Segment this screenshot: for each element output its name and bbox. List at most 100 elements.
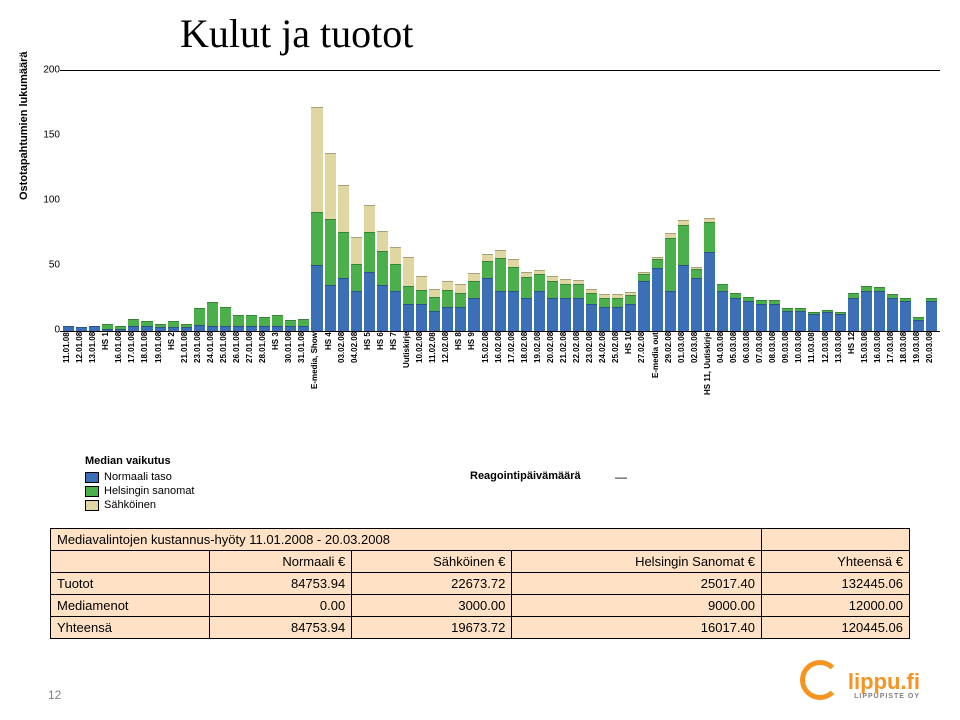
bar — [181, 71, 192, 331]
bar — [495, 71, 506, 331]
table-row: Yhteensä84753.9419673.7216017.40120445.0… — [51, 617, 910, 639]
bar-segment-normaali — [704, 252, 715, 331]
bar-segment-normaali — [495, 291, 506, 331]
legend-item: Normaali taso — [85, 471, 195, 483]
bar-segment-normaali — [482, 278, 493, 331]
table-cell: 25017.40 — [512, 573, 762, 595]
x-tick-label: 20.02.08 — [547, 332, 558, 452]
bar-segment-normaali — [756, 304, 767, 331]
x-tick-label: 15.02.08 — [482, 332, 493, 452]
legend-item: Sähköinen — [85, 499, 195, 511]
bar — [455, 71, 466, 331]
y-ticks: 050100150200 — [36, 70, 60, 330]
bar — [730, 71, 741, 331]
x-tick-label: 03.02.08 — [338, 332, 349, 452]
bar-segment-normaali — [678, 265, 689, 331]
bar-segment-normaali — [455, 307, 466, 331]
bar-segment-helsingin — [246, 315, 257, 326]
bar-segment-helsingin — [678, 225, 689, 265]
x-tick-label: 11.02.08 — [429, 332, 440, 452]
x-tick-label: 24.01.08 — [207, 332, 218, 452]
table-cell: 132445.06 — [762, 573, 910, 595]
x-tick-label: 24.02.08 — [599, 332, 610, 452]
bar-segment-normaali — [861, 291, 872, 331]
bar-segment-sahkoinen — [338, 185, 349, 232]
x-tick-label: 16.01.08 — [115, 332, 126, 452]
bar — [416, 71, 427, 331]
bar — [482, 71, 493, 331]
bar-segment-normaali — [115, 329, 126, 331]
bar-segment-helsingin — [194, 308, 205, 325]
bar-segment-normaali — [468, 298, 479, 332]
bar — [63, 71, 74, 331]
bar — [351, 71, 362, 331]
legend-swatch — [85, 472, 99, 483]
bar-segment-normaali — [311, 265, 322, 331]
bar — [311, 71, 322, 331]
y-tick: 100 — [43, 195, 60, 206]
bar-segment-normaali — [364, 272, 375, 332]
bar — [76, 71, 87, 331]
x-tick-label: 15.03.08 — [861, 332, 872, 452]
x-tick-label: HS 5 — [364, 332, 375, 452]
bar — [364, 71, 375, 331]
bar-segment-normaali — [560, 298, 571, 332]
bar — [272, 71, 283, 331]
bar-segment-normaali — [155, 327, 166, 331]
bar-segment-normaali — [874, 291, 885, 331]
bar-segment-normaali — [285, 326, 296, 331]
bar — [560, 71, 571, 331]
bar-segment-sahkoinen — [364, 205, 375, 232]
logo-subtext: LIPPUPISTE OY — [848, 693, 920, 700]
bar-segment-normaali — [141, 326, 152, 331]
x-tick-label: 04.02.08 — [351, 332, 362, 452]
bar — [665, 71, 676, 331]
bar — [259, 71, 270, 331]
bar-segment-sahkoinen — [508, 259, 519, 267]
bar-segment-normaali — [128, 326, 139, 331]
bar — [285, 71, 296, 331]
bar-segment-helsingin — [547, 281, 558, 298]
bar — [743, 71, 754, 331]
bar-segment-normaali — [508, 291, 519, 331]
bar — [599, 71, 610, 331]
bar-segment-helsingin — [521, 277, 532, 298]
table-row: Tuotot84753.9422673.7225017.40132445.06 — [51, 573, 910, 595]
x-tick-label: 26.01.08 — [233, 332, 244, 452]
bar-segment-normaali — [181, 327, 192, 331]
bar — [168, 71, 179, 331]
bar — [403, 71, 414, 331]
y-tick: 150 — [43, 130, 60, 141]
bar-segment-normaali — [194, 325, 205, 331]
bar-segment-helsingin — [442, 290, 453, 307]
bar-segment-helsingin — [652, 259, 663, 268]
bar-segment-normaali — [76, 327, 87, 331]
bar-segment-helsingin — [272, 315, 283, 326]
bar — [534, 71, 545, 331]
table-row-label: Yhteensä — [51, 617, 210, 639]
bar — [652, 71, 663, 331]
x-tick-label: 11.01.08 — [63, 332, 74, 452]
table-column-header: Yhteensä € — [762, 551, 910, 573]
bar — [442, 71, 453, 331]
x-tick-label: HS 4 — [325, 332, 336, 452]
x-tick-label: 04.03.08 — [717, 332, 728, 452]
bar-segment-normaali — [233, 326, 244, 331]
bar-segment-normaali — [900, 301, 911, 331]
bar — [207, 71, 218, 331]
bar-segment-helsingin — [573, 284, 584, 298]
bar — [835, 71, 846, 331]
x-tick-label: 16.02.08 — [495, 332, 506, 452]
bar — [508, 71, 519, 331]
x-tick-label: 10.02.08 — [416, 332, 427, 452]
bar-segment-normaali — [887, 298, 898, 332]
logo-c-icon — [800, 660, 840, 700]
x-tick-label: 16.03.08 — [874, 332, 885, 452]
x-tick-label: 19.01.08 — [155, 332, 166, 452]
bar — [638, 71, 649, 331]
bar-segment-sahkoinen — [311, 107, 322, 212]
x-tick-label: 17.01.08 — [128, 332, 139, 452]
x-tick-label: 29.02.08 — [665, 332, 676, 452]
legend-swatch — [85, 500, 99, 511]
bar-segment-normaali — [730, 298, 741, 332]
